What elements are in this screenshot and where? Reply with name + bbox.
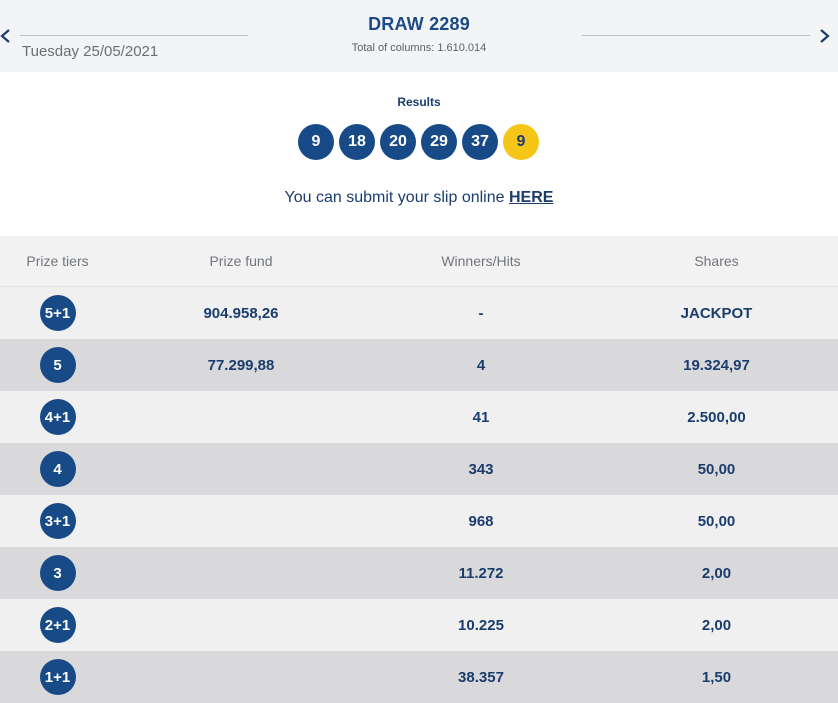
table-row: 1+1 38.357 1,50 xyxy=(0,651,838,703)
draw-header: Tuesday 25/05/2021 DRAW 2289 Total of co… xyxy=(0,0,838,72)
divider-left xyxy=(20,35,248,36)
winners-cell: 11.272 xyxy=(458,564,504,582)
shares-cell: JACKPOT xyxy=(680,304,753,322)
table-row: 4 343 50,00 xyxy=(0,443,838,495)
tier-badge: 5 xyxy=(39,347,76,383)
header-winners: Winners/Hits xyxy=(441,253,521,269)
table-header: Prize tiers Prize fund Winners/Hits Shar… xyxy=(0,236,838,287)
slip-link[interactable]: HERE xyxy=(508,189,554,206)
slip-text: You can submit your slip online xyxy=(284,189,509,206)
result-balls: 9 18 20 29 37 9 xyxy=(298,124,539,160)
draw-date: Tuesday 25/05/2021 xyxy=(22,43,159,60)
table-row: 4+1 41 2.500,00 xyxy=(0,391,838,443)
results-label: Results xyxy=(397,95,441,109)
winners-cell: 968 xyxy=(468,512,494,530)
slip-prompt: You can submit your slip online HERE xyxy=(0,189,838,207)
tier-badge: 5+1 xyxy=(39,295,76,331)
table-row: 2+1 10.225 2,00 xyxy=(0,599,838,651)
header-prize-tiers: Prize tiers xyxy=(26,253,89,269)
winners-cell: 41 xyxy=(472,408,490,426)
table-row: 3 11.272 2,00 xyxy=(0,547,838,599)
result-ball: 20 xyxy=(380,124,416,160)
result-ball: 29 xyxy=(421,124,457,160)
divider-right xyxy=(582,35,810,36)
tier-badge: 3 xyxy=(39,555,76,591)
chevron-left-icon[interactable] xyxy=(0,22,16,50)
winners-cell: - xyxy=(478,304,484,322)
winners-cell: 4 xyxy=(476,356,486,374)
table-row: 3+1 968 50,00 xyxy=(0,495,838,547)
prize-fund-cell: 904.958,26 xyxy=(203,304,279,322)
winners-cell: 343 xyxy=(468,460,494,478)
tier-badge: 3+1 xyxy=(39,503,76,539)
winners-cell: 10.225 xyxy=(458,616,504,634)
shares-cell: 1,50 xyxy=(701,668,732,686)
result-ball: 18 xyxy=(339,124,375,160)
tier-badge: 4+1 xyxy=(39,399,76,435)
tier-badge: 1+1 xyxy=(39,659,76,695)
table-row: 5 77.299,88 4 19.324,97 xyxy=(0,339,838,391)
winners-cell: 38.357 xyxy=(458,668,504,686)
prize-fund-cell: 77.299,88 xyxy=(207,356,275,374)
result-ball: 37 xyxy=(462,124,498,160)
chevron-right-icon[interactable] xyxy=(818,22,834,50)
shares-cell: 2,00 xyxy=(701,616,732,634)
tier-badge: 2+1 xyxy=(39,607,76,643)
tier-badge: 4 xyxy=(39,451,76,487)
total-columns: Total of columns: 1.610.014 xyxy=(351,42,487,54)
shares-cell: 19.324,97 xyxy=(683,356,750,374)
result-ball: 9 xyxy=(298,124,334,160)
shares-cell: 2,00 xyxy=(701,564,732,582)
shares-cell: 2.500,00 xyxy=(687,408,746,426)
draw-title: DRAW 2289 xyxy=(368,14,470,34)
header-shares: Shares xyxy=(694,253,739,269)
prize-table: Prize tiers Prize fund Winners/Hits Shar… xyxy=(0,236,838,703)
shares-cell: 50,00 xyxy=(697,512,736,530)
shares-cell: 50,00 xyxy=(697,460,736,478)
table-row: 5+1 904.958,26 - JACKPOT xyxy=(0,287,838,339)
header-prize-fund: Prize fund xyxy=(209,253,273,269)
bonus-ball: 9 xyxy=(503,124,539,160)
